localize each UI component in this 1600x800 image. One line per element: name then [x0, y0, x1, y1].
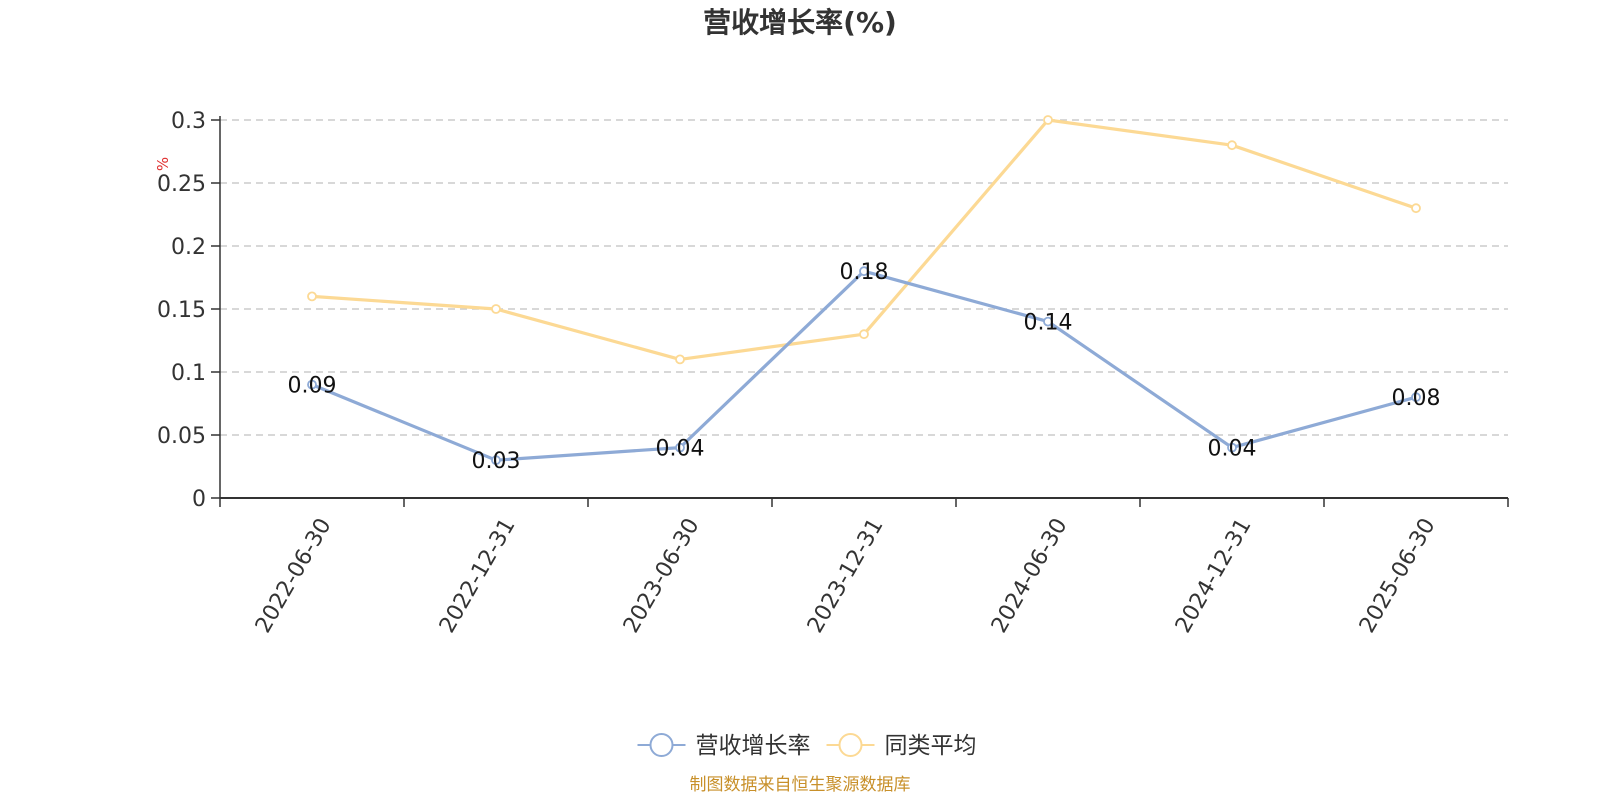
data-label: 0.14 [1024, 311, 1073, 336]
data-point [1043, 316, 1053, 327]
x-tick-label: 2024-12-31 [1171, 514, 1257, 637]
series-2 [307, 115, 1421, 365]
y-tick-label: 0.05 [157, 424, 206, 449]
data-point [1227, 442, 1237, 453]
series-1 [307, 266, 1421, 466]
data-point [1043, 115, 1053, 125]
data-point [675, 442, 685, 453]
data-point [675, 354, 685, 365]
source-note: 制图数据来自恒生聚源数据库 [690, 775, 911, 795]
series-lines [307, 115, 1421, 466]
y-tick-label: 0.15 [157, 298, 206, 323]
y-tick-label: 0.2 [171, 235, 206, 260]
data-point [307, 291, 317, 302]
data-labels: 0.09 0.03 0.04 0.18 0.14 0.04 0.08 [288, 260, 1441, 474]
legend[interactable]: 营收增长率 同类平均 [637, 733, 977, 759]
data-point [1411, 203, 1421, 214]
series-line [311, 118, 1417, 361]
grid-lines [220, 119, 1508, 436]
y-axis-unit-label: % [154, 157, 172, 171]
data-point [307, 379, 317, 390]
legend-label: 同类平均 [885, 733, 977, 759]
axes: 0 0.05 0.1 0.15 0.2 0.25 0.3 2022-06-30 2022-12-… [157, 109, 1509, 637]
x-tick-label: 2022-12-31 [435, 514, 521, 637]
data-label: 0.09 [288, 374, 337, 399]
y-tick-label: 0.1 [171, 361, 206, 386]
data-label: 0.04 [1208, 437, 1257, 462]
y-tick-label: 0 [192, 487, 206, 512]
data-label: 0.08 [1392, 386, 1441, 411]
chart-title: 营收增长率(%) [703, 6, 897, 39]
legend-marker [838, 733, 863, 757]
x-tick-label: 2024-06-30 [987, 514, 1073, 637]
data-label: 0.18 [840, 260, 889, 285]
legend-marker [649, 733, 674, 757]
x-tick-label: 2025-06-30 [1355, 514, 1441, 637]
data-label: 0.04 [656, 437, 705, 462]
data-point [859, 266, 869, 277]
y-tick-label: 0.25 [157, 172, 206, 197]
x-tick-label: 2023-06-30 [619, 514, 705, 637]
data-point [1411, 392, 1421, 403]
y-tick-label: 0.3 [171, 109, 206, 134]
data-point [491, 304, 501, 314]
legend-item-1[interactable]: 营收增长率 [637, 733, 811, 759]
x-tick-label: 2023-12-31 [803, 514, 889, 637]
data-point [491, 455, 501, 466]
x-tick-label: 2022-06-30 [251, 514, 337, 637]
data-point [1227, 140, 1237, 151]
data-point [859, 329, 869, 340]
data-label: 0.03 [472, 449, 521, 474]
legend-item-2[interactable]: 同类平均 [826, 733, 977, 759]
series-line [311, 269, 1417, 462]
legend-label: 营收增长率 [696, 733, 811, 759]
